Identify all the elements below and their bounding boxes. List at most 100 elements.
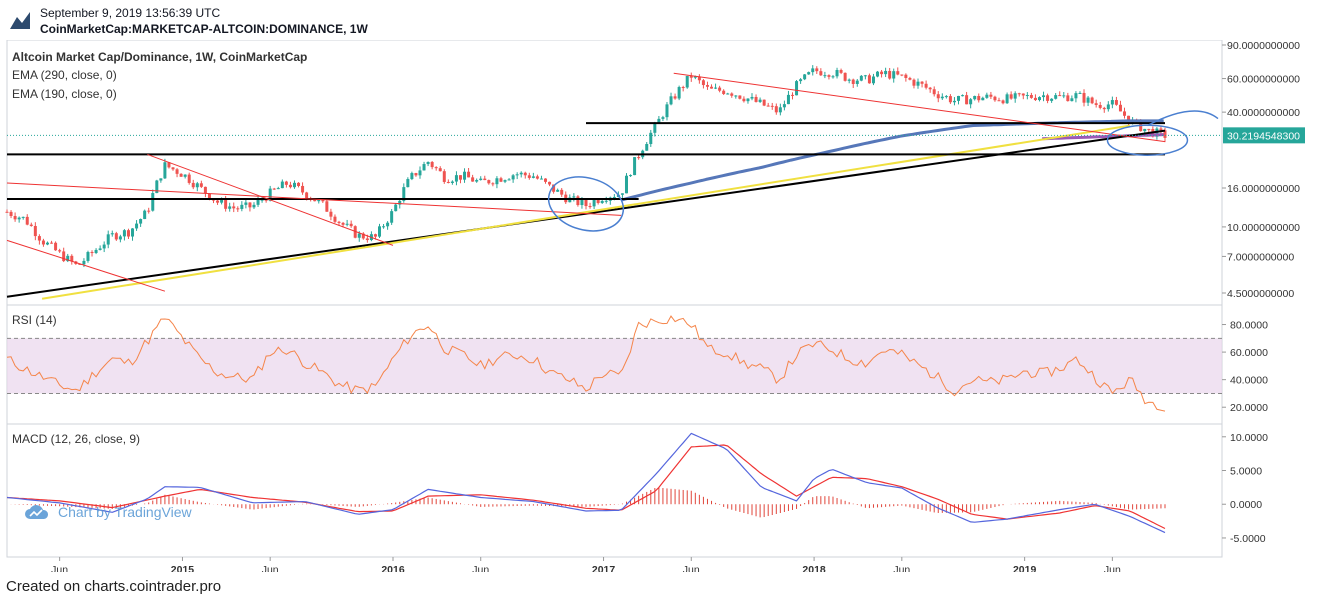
candle-body (321, 199, 325, 202)
candle-body (390, 211, 394, 223)
candle-body (337, 221, 341, 223)
candle-body (697, 76, 701, 81)
candle-body (78, 263, 82, 265)
candle-body (349, 223, 353, 227)
candle-body (1118, 104, 1122, 112)
candle-body (1159, 128, 1163, 131)
candle-body (710, 86, 714, 89)
candle-body (454, 175, 458, 182)
candle-body (973, 96, 977, 100)
candle-body (479, 178, 483, 181)
candle-body (1046, 95, 1050, 101)
candle-body (450, 181, 454, 183)
candle-body (86, 252, 90, 261)
candle-body (600, 200, 604, 203)
candle-body (803, 74, 807, 80)
candle-body (758, 99, 762, 102)
candle-body (924, 83, 928, 88)
candle-body (90, 252, 94, 254)
footer-credit: Created on charts.cointrader.pro (6, 578, 222, 595)
candle-body (507, 179, 511, 181)
candle-body (835, 70, 839, 77)
candle-body (649, 132, 653, 145)
candle-body (240, 204, 244, 209)
candle-body (216, 200, 220, 203)
candle-body (762, 99, 766, 106)
tradingview-watermark[interactable]: Chart by TradingView (24, 500, 192, 524)
candle-body (232, 206, 236, 209)
candle-body (1013, 93, 1017, 99)
candle-body (260, 199, 264, 201)
candle-body (734, 95, 738, 97)
candle-body (398, 200, 402, 205)
candle-body (556, 189, 560, 192)
candle-body (402, 187, 406, 201)
x-tick-label: Jun (893, 564, 910, 572)
candle-body (244, 202, 248, 205)
candle-body (795, 81, 799, 96)
candle-body (997, 100, 1001, 102)
candle-body (957, 95, 961, 101)
candle-body (442, 171, 446, 182)
candle-body (394, 204, 398, 212)
candle-body (1098, 104, 1102, 108)
plot-frame (6, 40, 1223, 558)
candle-body (199, 183, 203, 187)
candle-body (888, 70, 892, 79)
candle-body (548, 181, 552, 185)
candle-body (612, 197, 616, 199)
candle-body (155, 180, 159, 194)
candle-body (236, 208, 240, 210)
candle-body (264, 199, 268, 201)
candle-body (1123, 111, 1127, 116)
candle-body (292, 182, 296, 188)
candle-body (252, 204, 256, 208)
candle-body (782, 104, 786, 108)
chart-canvas[interactable]: 30.2194548300 90.0000000000 60.0000000000 4… (0, 40, 1320, 572)
candle-body (981, 97, 985, 101)
candle-body (944, 96, 948, 98)
candle-body (896, 71, 900, 75)
candle-body (272, 188, 276, 190)
candle-body (495, 178, 499, 185)
candle-body (807, 72, 811, 75)
x-tick-label: Jun (472, 564, 489, 572)
macd-line (6, 432, 1166, 534)
y-tick-label: 90.0000000000 (1227, 40, 1300, 52)
candle-body (669, 96, 673, 105)
candle-body (985, 94, 989, 98)
candle-body (904, 74, 908, 78)
candle-body (305, 192, 309, 199)
candle-body (41, 240, 45, 245)
candle-body (1110, 100, 1114, 105)
candle-body (552, 184, 556, 192)
candle-body (463, 171, 467, 180)
y-tick-label: 60.0000000000 (1227, 74, 1300, 86)
candle-body (786, 94, 790, 105)
candle-body (483, 178, 487, 181)
x-tick-label: Jun (683, 564, 700, 572)
candle-body (823, 75, 827, 77)
candle-body (693, 76, 697, 78)
candle-body (936, 94, 940, 99)
candle-body (961, 95, 965, 97)
candle-body (17, 217, 21, 220)
candle-body (475, 180, 479, 182)
candle-body (531, 176, 535, 178)
candle-body (418, 170, 422, 176)
candle-body (827, 75, 831, 77)
candle-body (62, 251, 66, 262)
candle-body (778, 107, 782, 113)
candle-body (863, 75, 867, 77)
candle-body (228, 206, 232, 209)
candle-body (900, 74, 904, 76)
candle-body (746, 98, 750, 102)
candle-body (572, 196, 576, 198)
candle-body (916, 81, 920, 86)
candle-body (843, 72, 847, 81)
candle-body (167, 162, 171, 168)
x-tick-label: Jun (262, 564, 279, 572)
candle-body (560, 189, 564, 195)
candle-body (147, 210, 151, 212)
candle-body (220, 199, 224, 203)
